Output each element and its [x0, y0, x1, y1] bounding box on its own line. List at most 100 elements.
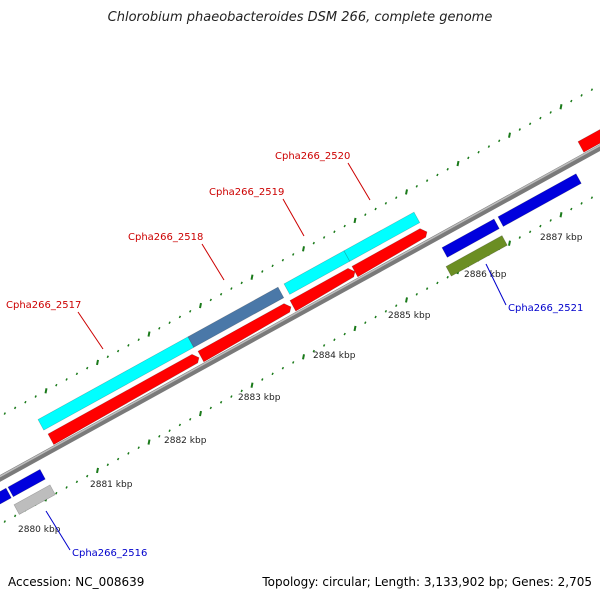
tick-mark-lower — [312, 349, 315, 353]
tick-mark-upper — [384, 202, 388, 205]
tick-mark-upper — [147, 331, 151, 337]
tick-mark-lower — [518, 236, 521, 239]
tick-mark-lower — [436, 281, 439, 285]
tick-mark-upper — [219, 292, 223, 296]
tick-mark-lower — [528, 230, 532, 234]
gene-label: Cpha266_2518 — [128, 232, 203, 243]
gene-2516 — [13, 484, 56, 515]
gene-reverse-d — [0, 487, 12, 505]
tick-mark-lower — [384, 310, 388, 313]
tick-mark-lower — [178, 423, 182, 427]
tick-mark-lower — [364, 321, 367, 325]
tick-mark-lower — [570, 207, 573, 211]
tick-mark-upper — [590, 88, 594, 92]
tick-mark-lower — [292, 361, 295, 364]
tick-mark-upper — [281, 258, 285, 262]
tick-mark-upper — [116, 349, 120, 353]
tick-mark-lower — [168, 429, 171, 432]
tick-mark-upper — [137, 338, 140, 342]
gene-label: Cpha266_2521 — [508, 303, 583, 314]
scale-label: 2884 kbp — [313, 351, 356, 361]
tick-mark-upper — [3, 412, 6, 415]
tick-mark-lower — [13, 514, 17, 518]
gene-2519-cds — [289, 267, 356, 312]
tick-mark-lower — [65, 486, 68, 489]
tick-mark-lower — [240, 389, 243, 393]
scale-label: 2883 kbp — [238, 393, 281, 403]
tick-mark-upper — [570, 99, 573, 103]
tick-mark-lower — [415, 292, 418, 296]
tick-mark-upper — [189, 309, 192, 313]
gene-reverse-b — [497, 173, 582, 227]
backbone — [0, 144, 600, 482]
tick-mark-lower — [250, 382, 254, 388]
tick-mark-upper — [508, 132, 511, 138]
tick-mark-upper — [415, 184, 418, 188]
tick-mark-lower — [158, 435, 161, 438]
tick-mark-upper — [436, 173, 439, 177]
tick-mark-upper — [199, 302, 202, 309]
tick-mark-upper — [549, 111, 552, 114]
tick-mark-upper — [302, 246, 305, 252]
tick-mark-upper — [75, 372, 79, 376]
genome-title: Chlorobium phaeobacteroides DSM 266, com… — [107, 10, 493, 25]
tick-mark-upper — [477, 150, 480, 154]
tick-mark-upper — [209, 298, 212, 302]
gene-label: Cpha266_2517 — [6, 300, 81, 311]
tick-mark-lower — [322, 344, 326, 347]
tick-mark-lower — [425, 287, 429, 290]
tick-mark-upper — [96, 359, 99, 366]
tick-mark-upper — [271, 264, 274, 268]
tick-mark-lower — [96, 467, 99, 474]
tick-mark-upper — [230, 287, 233, 290]
gene-label-leader — [77, 311, 104, 350]
tick-marks — [3, 88, 594, 523]
accession-label: Accession: NC_008639 — [8, 575, 145, 589]
scale-label: 2887 kbp — [540, 233, 583, 243]
tick-mark-upper — [343, 224, 346, 228]
tick-mark-upper — [425, 179, 429, 182]
tick-mark-upper — [580, 94, 583, 97]
tick-mark-upper — [312, 241, 315, 245]
gene-reverse-c — [7, 469, 46, 498]
tick-mark-lower — [302, 354, 305, 360]
tick-mark-upper — [24, 400, 27, 404]
tick-mark-upper — [498, 139, 501, 143]
backbone-highlight — [0, 144, 600, 478]
tick-mark-lower — [374, 315, 377, 319]
gene-label-leader — [347, 162, 371, 201]
tick-mark-upper — [528, 122, 532, 126]
gene-label: Cpha266_2520 — [275, 151, 350, 162]
tick-mark-upper — [322, 236, 326, 239]
tick-mark-lower — [127, 452, 130, 455]
tick-mark-lower — [281, 366, 285, 370]
scale-label: 2881 kbp — [90, 480, 133, 490]
tick-mark-lower — [353, 325, 357, 332]
tick-mark-upper — [395, 196, 398, 199]
tick-mark-upper — [487, 145, 491, 148]
tick-mark-lower — [189, 417, 192, 421]
tick-mark-lower — [55, 491, 58, 495]
tick-mark-lower — [405, 297, 408, 303]
tick-mark-lower — [261, 378, 264, 381]
gene-label-leader — [45, 510, 71, 551]
tick-mark-lower — [137, 446, 140, 450]
gene-label: Cpha266_2519 — [209, 187, 284, 198]
tick-mark-lower — [549, 219, 552, 222]
gene-label-leader — [282, 198, 305, 237]
tick-mark-lower — [580, 202, 583, 205]
tick-mark-upper — [353, 217, 357, 224]
scale-label: 2880 kbp — [18, 525, 61, 535]
tick-mark-upper — [539, 116, 542, 120]
scale-label: 2885 kbp — [388, 311, 431, 321]
gene-2521 — [445, 235, 508, 277]
tick-mark-upper — [333, 230, 336, 234]
tick-mark-lower — [199, 410, 202, 417]
tick-mark-lower — [106, 463, 109, 467]
annotations: 2880 kbp 2881 kbp 2882 kbp 2883 kbp 2884 kbp… — [6, 151, 583, 559]
tick-mark-upper — [55, 383, 58, 387]
tick-mark-lower — [271, 372, 274, 376]
tick-mark-upper — [168, 321, 171, 324]
